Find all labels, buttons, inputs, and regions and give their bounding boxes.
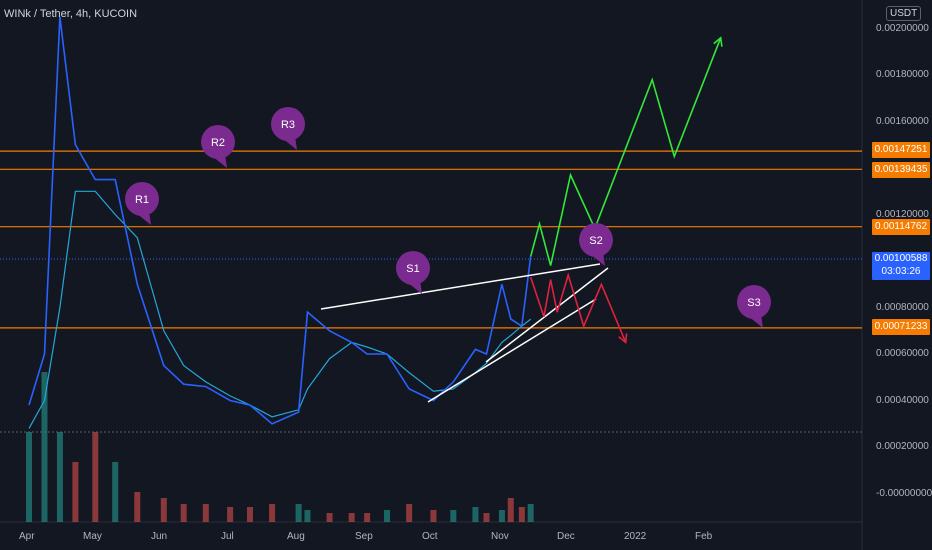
- time-tick: Apr: [19, 531, 35, 542]
- price-line: [28, 16, 532, 425]
- bubble-label: R1: [135, 194, 149, 206]
- volume-bar: [160, 498, 167, 522]
- bubble-label: S1: [406, 263, 419, 275]
- volume-bar: [498, 510, 505, 522]
- volume-bar: [304, 510, 311, 522]
- chart-title: WINk / Tether, 4h, KUCOIN: [4, 8, 138, 20]
- bubble-body: [201, 125, 235, 159]
- price-tick: -0.00000000: [876, 488, 932, 499]
- annotation-bubble-s2[interactable]: S2: [579, 223, 613, 266]
- volume-bar: [295, 504, 302, 522]
- annotation-bubble-r1[interactable]: R1: [125, 182, 159, 225]
- projections[interactable]: [529, 36, 723, 344]
- volume-bar: [483, 513, 490, 522]
- volume-bar: [26, 432, 32, 522]
- volume-bar: [227, 507, 234, 522]
- bubble-label: S2: [589, 235, 602, 247]
- annotation-bubble-s3[interactable]: S3: [737, 285, 771, 328]
- price-tick: 0.00060000: [876, 348, 929, 359]
- volume-bar: [364, 513, 371, 522]
- volume-bar: [518, 507, 525, 522]
- wedge-bottom-line[interactable]: [427, 298, 597, 403]
- time-tick: May: [83, 531, 102, 542]
- price-tick: 0.00020000: [876, 441, 929, 452]
- volume-bar: [56, 432, 63, 522]
- volume-bar: [406, 504, 413, 522]
- annotation-bubble-s1[interactable]: S1: [396, 251, 430, 294]
- bearish-projection-arrowhead: [618, 333, 628, 344]
- moving-average-line: [28, 190, 532, 429]
- bubble-body: [737, 285, 771, 319]
- wedge-trendlines[interactable]: [320, 263, 609, 403]
- volume-bar: [247, 507, 253, 522]
- current-price-badge[interactable]: 0.00100588 03:03:26: [872, 252, 930, 280]
- level-badge[interactable]: 0.00114762: [872, 219, 930, 235]
- level-lines: [0, 150, 862, 329]
- time-tick: Aug: [287, 531, 305, 542]
- time-tick: Dec: [557, 531, 575, 542]
- volume-bar: [384, 510, 391, 522]
- bubble-label: R3: [281, 119, 295, 131]
- bubble-body: [579, 223, 613, 257]
- level-badge[interactable]: 0.00147251: [872, 142, 930, 158]
- volume-bar: [507, 498, 514, 522]
- volume-bar: [450, 510, 457, 522]
- bubble-body: [396, 251, 430, 285]
- price-tick: 0.00040000: [876, 395, 929, 406]
- volume-bar: [472, 507, 479, 522]
- price-tick: 0.00180000: [876, 69, 929, 80]
- annotation-bubble-r2[interactable]: R2: [201, 125, 235, 168]
- bubble-label: S3: [747, 297, 760, 309]
- currency-badge[interactable]: USDT: [886, 6, 922, 21]
- time-tick: Jun: [151, 531, 168, 542]
- price-tick: 0.00080000: [876, 302, 929, 313]
- price-tick: 0.00120000: [876, 209, 929, 220]
- level-badge[interactable]: 0.00071233: [872, 319, 930, 335]
- bubble-label: R2: [211, 137, 225, 149]
- price-tick: 0.00160000: [876, 116, 929, 127]
- level-badge[interactable]: 0.00139435: [872, 162, 930, 178]
- volume-bar: [112, 462, 119, 522]
- wedge-top-line[interactable]: [320, 263, 601, 310]
- volume-bar: [269, 504, 276, 522]
- annotation-bubble-r3[interactable]: R3: [271, 107, 305, 150]
- volume-bar: [202, 504, 209, 522]
- current-price-value: 0.00100588: [874, 253, 928, 264]
- bar-countdown: 03:03:26: [881, 266, 921, 277]
- bubble-body: [125, 182, 159, 216]
- wedge-inner-line[interactable]: [485, 267, 609, 363]
- volume-bar: [527, 504, 534, 522]
- price-series: [28, 16, 532, 425]
- volume-bars: [26, 372, 534, 522]
- bullish-projection-arrowhead: [713, 36, 723, 47]
- annotation-bubbles[interactable]: R1 R2 R3 S1 S2 S3: [125, 107, 771, 328]
- time-tick: Feb: [695, 531, 713, 542]
- price-tick: 0.00200000: [876, 23, 929, 34]
- bearish-projection: [529, 272, 627, 343]
- volume-bar: [41, 372, 48, 522]
- moving-average: [28, 190, 532, 429]
- time-tick: Sep: [355, 531, 373, 542]
- bullish-projection: [529, 37, 722, 266]
- volume-bar: [326, 513, 333, 522]
- volume-bar: [134, 492, 141, 522]
- volume-bar: [72, 462, 79, 522]
- volume-bar: [92, 432, 99, 522]
- time-tick: Oct: [422, 531, 438, 542]
- volume-bar: [430, 510, 437, 522]
- time-tick: 2022: [624, 531, 647, 542]
- time-tick: Nov: [491, 531, 509, 542]
- time-tick: Jul: [221, 531, 234, 542]
- bubble-body: [271, 107, 305, 141]
- volume-bar: [180, 504, 187, 522]
- volume-bar: [348, 513, 355, 522]
